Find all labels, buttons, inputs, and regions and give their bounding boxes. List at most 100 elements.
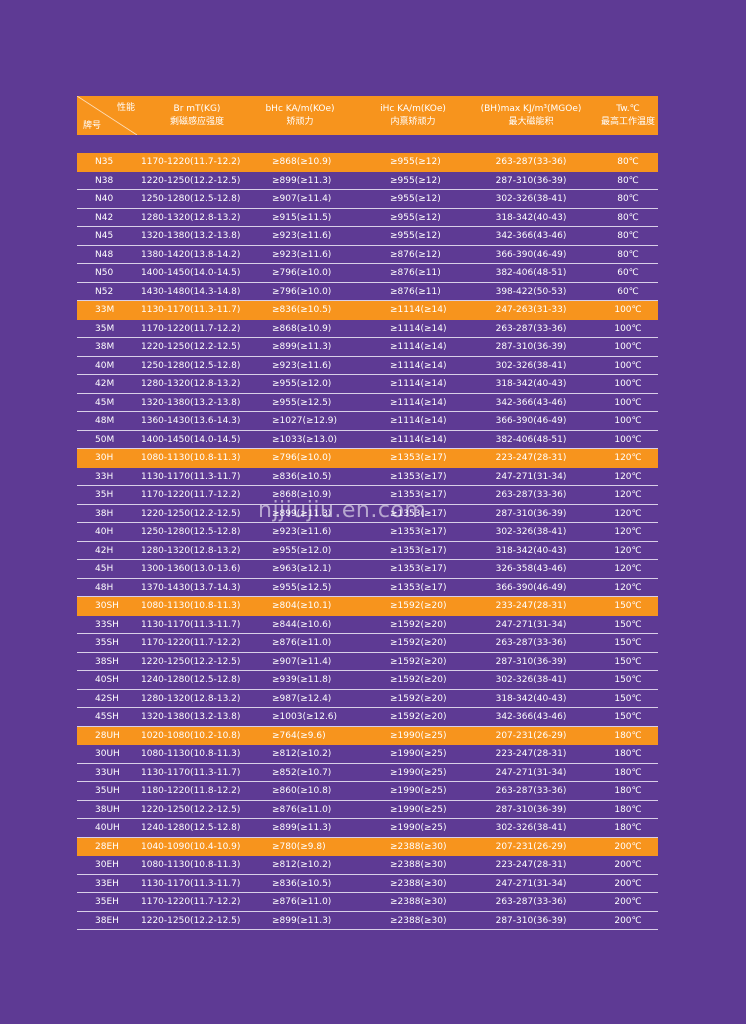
table-cell: ≥1353(≥17) <box>390 527 447 537</box>
table-cell: 38H <box>95 508 114 519</box>
table-cell: ≥2388(≥30) <box>390 897 447 907</box>
table-cell: 1220-1250(12.2-12.5) <box>141 915 241 926</box>
table-cell: ≥2388(≥30) <box>390 860 447 870</box>
column-title: bHc KA/m(KOe) <box>265 103 335 114</box>
table-cell: 33M <box>95 305 115 315</box>
table-cell: ≥987(≥12.4) <box>272 693 332 704</box>
table-cell: 1320-1380(13.2-13.8) <box>141 712 241 722</box>
table-cell: 1080-1130(10.8-11.3) <box>141 749 241 759</box>
table-cell: 318-342(40-43) <box>495 545 567 556</box>
table-cell: 100℃ <box>614 416 642 426</box>
table-cell: 1170-1220(11.7-12.2) <box>141 638 241 648</box>
table-cell: ≥764(≥9.6) <box>272 730 326 741</box>
table-cell: N48 <box>95 249 114 260</box>
table-cell: 80℃ <box>617 249 639 260</box>
table-cell: ≥868(≥10.9) <box>272 157 332 167</box>
table-row: 28UH 1020-1080(10.2-10.8) ≥764(≥9.6) ≥1990(… <box>77 726 658 745</box>
table-cell: 80℃ <box>617 212 639 223</box>
table-cell: ≥2388(≥30) <box>390 878 447 889</box>
table-cell: ≥1592(≥20) <box>390 601 447 611</box>
table-cell: 1280-1320(12.8-13.2) <box>141 545 241 556</box>
table-cell: 342-366(43-46) <box>495 712 567 722</box>
table-cell: ≥876(≥12) <box>390 249 441 260</box>
table-cell: 1380-1420(13.8-14.2) <box>141 249 241 260</box>
table-cell: 35EH <box>95 897 119 907</box>
table-cell: ≥1592(≥20) <box>390 693 447 704</box>
table-cell: 35SH <box>95 638 119 648</box>
table-cell: N35 <box>95 157 114 167</box>
table-cell: 1220-1250(12.2-12.5) <box>141 508 241 519</box>
table-cell: ≥876(≥11.0) <box>272 897 332 907</box>
table-cell: 342-366(43-46) <box>495 231 567 241</box>
table-row: 42H 1280-1320(12.8-13.2) ≥955(≥12.0) ≥1353(… <box>77 542 658 560</box>
table-cell: ≥955(≥12) <box>390 157 441 167</box>
table-cell: 1080-1130(10.8-11.3) <box>141 453 241 463</box>
table-cell: ≥780(≥9.8) <box>272 841 326 852</box>
table-cell: 120℃ <box>614 527 642 537</box>
table-cell: ≥1353(≥17) <box>390 508 447 519</box>
table-row: 40UH 1240-1280(12.5-12.8) ≥899(≥11.3) ≥1990… <box>77 819 658 838</box>
table-cell: ≥1114(≥14) <box>390 323 447 334</box>
table-cell: ≥812(≥10.2) <box>272 749 332 759</box>
table-cell: ≥796(≥10.0) <box>272 286 332 297</box>
table-cell: N38 <box>95 175 114 186</box>
table-cell: 120℃ <box>614 453 642 463</box>
table-cell: 33EH <box>95 878 119 889</box>
table-cell: 120℃ <box>614 582 642 593</box>
table-row: 38UH 1220-1250(12.2-12.5) ≥876(≥11.0) ≥1990… <box>77 801 658 819</box>
table-row: 28EH 1040-1090(10.4-10.9) ≥780(≥9.8) ≥2388(… <box>77 837 658 856</box>
table-cell: 1170-1220(11.7-12.2) <box>141 490 241 500</box>
table-cell: ≥1114(≥14) <box>390 305 447 315</box>
table-cell: ≥923(≥11.6) <box>272 527 332 537</box>
column-subtitle: 剩磁感应强度 <box>169 116 224 127</box>
table-cell: ≥923(≥11.6) <box>272 231 332 241</box>
table-cell: ≥1114(≥14) <box>390 379 447 389</box>
table-cell: ≥1353(≥17) <box>390 564 447 574</box>
table-row: 35SH 1170-1220(11.7-12.2) ≥876(≥11.0) ≥1592… <box>77 634 658 653</box>
table-cell: ≥955(≥12) <box>390 175 441 186</box>
table-cell: ≥1592(≥20) <box>390 712 447 722</box>
table-row: N35 1170-1220(11.7-12.2) ≥868(≥10.9) ≥955(≥… <box>77 153 658 172</box>
table-cell: 1170-1220(11.7-12.2) <box>141 323 241 334</box>
column-header: iHc KA/m(KOe) 内禀矫顽力 <box>353 96 473 135</box>
table-cell: 180℃ <box>614 767 642 778</box>
table-cell: 100℃ <box>614 360 642 371</box>
table-row: 33M 1130-1170(11.3-11.7) ≥836(≥10.5) ≥1114(… <box>77 301 658 320</box>
table-cell: 48M <box>95 416 115 426</box>
table-cell: ≥1990(≥25) <box>390 767 447 778</box>
table-cell: 1080-1130(10.8-11.3) <box>141 860 241 870</box>
table-cell: ≥1114(≥14) <box>390 342 447 352</box>
table-cell: 120℃ <box>614 490 642 500</box>
table-cell: 100℃ <box>614 434 642 445</box>
table-cell: ≥2388(≥30) <box>390 841 447 852</box>
table-row: 42SH 1280-1320(12.8-13.2) ≥987(≥12.4) ≥1592… <box>77 690 658 708</box>
table-cell: 100℃ <box>614 342 642 352</box>
column-title: Tw.℃ <box>616 103 640 114</box>
table-cell: ≥876(≥11.0) <box>272 638 332 648</box>
column-header: Br mT(KG) 剩磁感应强度 <box>137 96 257 135</box>
table-cell: 28EH <box>95 841 119 852</box>
table-cell: ≥955(≥12) <box>390 231 441 241</box>
table-cell: 42SH <box>95 693 119 704</box>
table-cell: 33H <box>95 471 114 482</box>
table-cell: 1130-1170(11.3-11.7) <box>141 878 241 889</box>
table-cell: 302-326(38-41) <box>495 527 567 537</box>
table-cell: ≥899(≥11.3) <box>272 823 332 833</box>
table-cell: 1370-1430(13.7-14.3) <box>141 582 241 593</box>
table-cell: ≥1990(≥25) <box>390 786 447 796</box>
table-row: 38EH 1220-1250(12.2-12.5) ≥899(≥11.3) ≥2388… <box>77 912 658 930</box>
table-cell: 150℃ <box>614 712 642 722</box>
table-cell: ≥955(≥12.0) <box>272 379 332 389</box>
table-cell: ≥1592(≥20) <box>390 638 447 648</box>
table-cell: 40M <box>95 360 115 371</box>
table-cell: 28UH <box>95 730 120 741</box>
table-header: 性能 牌号 Br mT(KG) 剩磁感应强度 bHc KA/m(KOe) 矫顽力 iHc… <box>77 96 658 135</box>
table-row: 33H 1130-1170(11.3-11.7) ≥836(≥10.5) ≥1353(… <box>77 468 658 486</box>
table-cell: 1040-1090(10.4-10.9) <box>141 841 241 852</box>
table-cell: 150℃ <box>614 656 642 667</box>
table-row: 40SH 1240-1280(12.5-12.8) ≥939(≥11.8) ≥1592… <box>77 671 658 690</box>
table-row: N48 1380-1420(13.8-14.2) ≥923(≥11.6) ≥876(≥… <box>77 246 658 264</box>
column-title: Br mT(KG) <box>173 103 221 114</box>
table-cell: 247-263(31-33) <box>495 305 567 315</box>
